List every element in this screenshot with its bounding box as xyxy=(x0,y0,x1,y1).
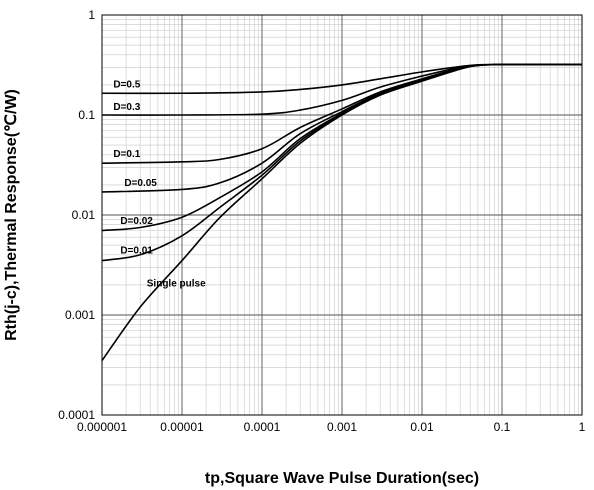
x-tick-label: 0.0001 xyxy=(244,420,281,434)
x-tick-labels: 0.000001 0.00001 0.0001 0.001 0.01 0.1 1 xyxy=(77,420,586,434)
y-tick-label: 0.001 xyxy=(65,308,95,322)
curve-label-d-0-1: D=0.1 xyxy=(113,149,140,160)
plot-border xyxy=(101,14,583,416)
curve-label-single-pulse: Single pulse xyxy=(147,278,206,289)
y-axis-title: Rth(j-c),Thermal Response(℃/W) xyxy=(3,89,20,341)
curve-label-d-0-3: D=0.3 xyxy=(113,102,140,113)
curve-labels: D=0.5 D=0.3 D=0.1 D=0.05 D=0.02 D=0.01 Single … xyxy=(113,79,206,289)
curve-label-d-0-01: D=0.01 xyxy=(120,246,153,257)
y-tick-label: 0.01 xyxy=(72,208,96,222)
curves xyxy=(101,63,583,362)
x-tick-label: 0.01 xyxy=(410,420,434,434)
y-tick-label: 0.1 xyxy=(78,108,95,122)
y-tick-label: 1 xyxy=(88,8,95,22)
x-axis-title: tp,Square Wave Pulse Duration(sec) xyxy=(205,470,479,487)
x-tick-label: 0.001 xyxy=(327,420,357,434)
x-tick-label: 0.000001 xyxy=(77,420,127,434)
y-tick-label: 0.0001 xyxy=(58,408,95,422)
x-tick-label: 0.00001 xyxy=(160,420,204,434)
curve-label-d-0-02: D=0.02 xyxy=(120,216,153,227)
x-tick-label: 0.1 xyxy=(494,420,511,434)
curve-label-d-0-5: D=0.5 xyxy=(113,79,140,90)
x-tick-label: 1 xyxy=(579,420,586,434)
y-tick-labels: 0.0001 0.001 0.01 0.1 1 xyxy=(58,8,95,422)
curve-single-pulse xyxy=(101,63,583,362)
curve-label-d-0-05: D=0.05 xyxy=(124,178,157,189)
